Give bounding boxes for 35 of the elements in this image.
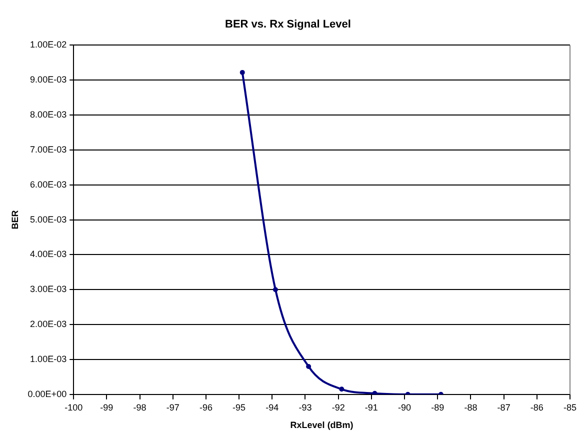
x-tick-label: -89 <box>431 402 444 412</box>
y-tick-label: 6.00E-03 <box>30 179 67 190</box>
x-tick-label: -98 <box>133 402 146 412</box>
point <box>372 390 378 394</box>
x-tick-label: -100 <box>64 402 83 412</box>
x-tick-label: -87 <box>497 402 510 412</box>
point <box>240 70 245 75</box>
x-tick-label: -94 <box>266 402 279 412</box>
y-tick-label: 8.00E-03 <box>30 110 67 120</box>
y-tick-label: 2.00E-03 <box>30 319 67 330</box>
x-tick-label: -95 <box>232 402 246 412</box>
y-tick-label: 7.00E-03 <box>30 144 67 154</box>
x-tick-label: -85 <box>563 402 577 412</box>
x-tick-label: -99 <box>100 402 114 412</box>
y-tick-label: 1.00E-03 <box>30 354 67 364</box>
y-tick-label: 1.00E-02 <box>30 40 67 50</box>
point <box>306 364 312 369</box>
y-tick-label: 4.00E-03 <box>30 249 67 260</box>
point <box>339 386 344 392</box>
y-tick-label: 3.00E-03 <box>30 284 67 294</box>
x-tick-label: -93 <box>298 402 312 412</box>
x-tick-label: -86 <box>530 402 544 412</box>
y-tick-label: 0.00E+00 <box>28 388 67 399</box>
y-tick-label: 5.00E-03 <box>30 214 67 224</box>
x-tick-label: -91 <box>364 402 378 412</box>
x-tick-label: -96 <box>199 402 212 412</box>
y-tick-label: 9.00E-03 <box>30 74 67 85</box>
point <box>272 287 278 292</box>
chart-title: BER vs. Rx Signal Level <box>225 18 351 31</box>
x-axis-title: RxLevel (dBm) <box>290 420 354 430</box>
y-axis-title: BER <box>10 210 20 230</box>
x-tick-label: -92 <box>332 402 345 412</box>
x-tick-label: -88 <box>464 402 478 412</box>
x-tick-label: -97 <box>166 402 180 412</box>
x-tick-label: -90 <box>398 402 412 412</box>
